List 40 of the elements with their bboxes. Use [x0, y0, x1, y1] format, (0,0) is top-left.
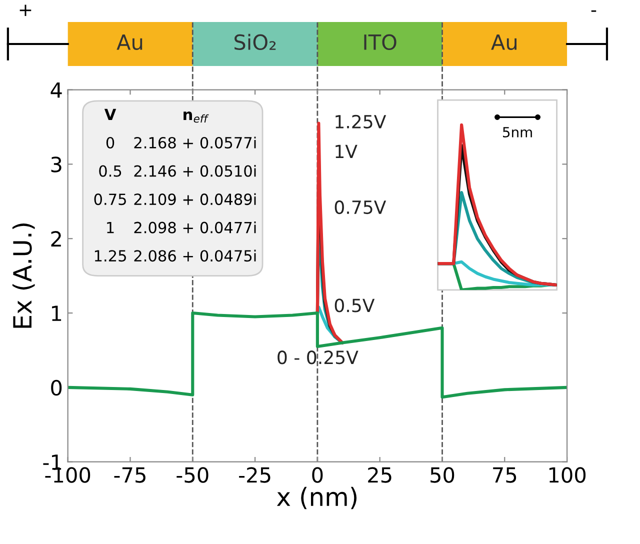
x-tick-label: -75 — [114, 467, 146, 483]
x-tick-label: 50 — [430, 467, 454, 483]
x-tick-label: 100 — [549, 467, 586, 483]
x-tick-label: 0 — [312, 467, 323, 483]
x-tick-label: -50 — [176, 467, 208, 483]
series-label: 0.5V — [334, 298, 375, 312]
text: Au — [116, 34, 142, 50]
series-label: 1V — [336, 144, 358, 158]
annotation: 1.25 — [94, 250, 126, 262]
text: - — [591, 10, 596, 12]
annotation: 2.168 + 0.0577i — [134, 136, 256, 149]
series-label: 0.75V — [334, 200, 386, 214]
x-axis-title: x (nm) — [276, 486, 357, 510]
series-label: 1.25V — [336, 114, 386, 128]
annotation: 2.146 + 0.0510i — [134, 164, 256, 177]
annotation: 0.5 — [99, 165, 122, 177]
x-tick-label: -25 — [239, 467, 270, 483]
y-tick-label: 4 — [50, 82, 62, 98]
annotation: 2.086 + 0.0475i — [134, 250, 256, 262]
annotation: n$_{eff}$ — [184, 111, 209, 123]
y-axis-title: Ex (A.U.) — [12, 224, 35, 328]
text: + — [20, 4, 32, 16]
y-tick-label: 3 — [51, 156, 62, 172]
series-label: 0 - 0.25V — [278, 350, 358, 364]
y-tick-label: 0 — [51, 380, 62, 396]
x-tick-label: 75 — [493, 467, 516, 483]
x-tick-label: 25 — [368, 467, 392, 483]
annotation: V — [104, 108, 116, 120]
text: SiO₂ — [234, 34, 276, 50]
annotation: 5nm — [503, 127, 532, 138]
y-tick-label: 2 — [51, 231, 61, 247]
annotation: 0.75 — [94, 194, 126, 206]
text: Au — [491, 34, 516, 50]
annotation: 2.109 + 0.0489i — [134, 193, 256, 206]
text: ITO — [364, 34, 396, 50]
annotation: 2.098 + 0.0477i — [134, 222, 256, 234]
y-tick-label: 1 — [52, 306, 62, 321]
line-series — [68, 311, 568, 399]
annotation: 0 — [106, 136, 114, 149]
annotation: 1 — [107, 222, 114, 234]
